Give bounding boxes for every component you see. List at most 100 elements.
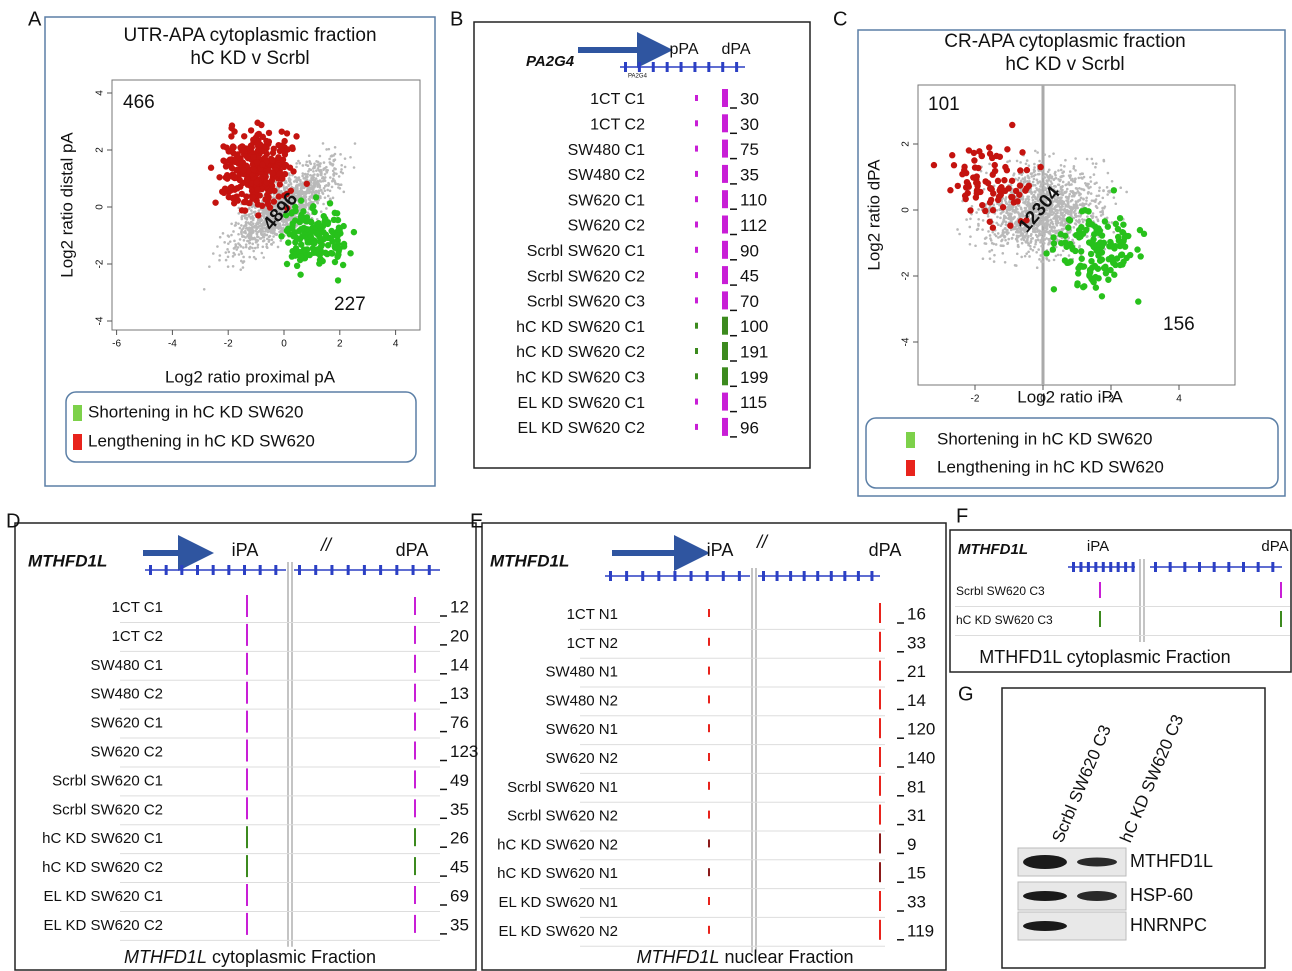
scatter-dot: [1058, 231, 1064, 237]
scatter-dot: [975, 189, 981, 195]
scale-value: 33: [907, 633, 926, 652]
scatter-dot: [289, 222, 295, 228]
scatter-dot: [1066, 188, 1069, 191]
exon: [638, 62, 641, 72]
scatter-dot: [1028, 255, 1031, 258]
scatter-dot: [985, 172, 988, 175]
scatter-dot: [1051, 286, 1057, 292]
scale-value: 14: [450, 655, 469, 674]
scatter-dot: [1043, 242, 1046, 245]
scatter-dot: [1086, 158, 1089, 161]
scale-value: 21: [907, 662, 926, 681]
scatter-dot: [224, 175, 230, 181]
scatter-dot: [1065, 196, 1068, 199]
exon: [330, 565, 333, 575]
scatter-dot: [259, 148, 265, 154]
scale-value: 199: [740, 368, 768, 387]
scatter-dot: [254, 187, 260, 193]
scatter-dot: [1032, 181, 1035, 184]
scatter-dot: [985, 180, 991, 186]
legend-label: Lengthening in hC KD SW620: [937, 457, 1164, 476]
scatter-dot: [308, 160, 311, 163]
scatter-dot: [212, 252, 215, 255]
scatter-dot: [344, 166, 347, 169]
scatter-dot: [1095, 182, 1098, 185]
coverage-peak: [414, 857, 416, 875]
scatter-dot: [302, 185, 305, 188]
scatter-dot: [317, 257, 323, 263]
scatter-dot: [279, 239, 282, 242]
scatter-dot: [1117, 215, 1123, 221]
scatter-dot: [981, 228, 984, 231]
scatter-dot: [1034, 243, 1037, 246]
scatter-dot: [990, 225, 996, 231]
exon: [624, 62, 627, 72]
y-tick-label: -2: [901, 271, 912, 280]
scatter-dot: [208, 165, 214, 171]
scatter-dot: [282, 227, 285, 230]
scatter-dot: [229, 240, 232, 243]
scatter-dot: [240, 245, 243, 248]
scatter-dot: [1063, 165, 1066, 168]
sample-label: Scrbl SW620 C3: [956, 584, 1045, 598]
exon: [762, 571, 765, 581]
panel-letter: A: [28, 8, 42, 30]
sample-label: hC KD SW620 C2: [516, 344, 645, 361]
scatter-dot: [1076, 187, 1079, 190]
scatter-dot: [335, 232, 341, 238]
scatter-dot: [1071, 195, 1074, 198]
scatter-dot: [331, 186, 334, 189]
coverage-peak: [879, 689, 881, 709]
coverage-peak: [708, 724, 710, 732]
scatter-dot: [1098, 186, 1101, 189]
scatter-dot: [1054, 174, 1057, 177]
scatter-dot: [257, 209, 260, 212]
scatter-dot: [289, 253, 295, 259]
scatter-dot: [340, 223, 346, 229]
scatter-dot: [1050, 213, 1053, 216]
scatter-dot: [315, 181, 318, 184]
coverage-peak: [708, 638, 710, 646]
exon: [652, 62, 655, 72]
scatter-dot: [239, 238, 242, 241]
scatter-dot: [959, 171, 965, 177]
y-axis-label: Log2 ratio dPA: [864, 159, 883, 271]
scatter-dot: [245, 243, 248, 246]
scatter-dot: [979, 202, 985, 208]
scatter-dot: [1137, 227, 1143, 233]
exon: [363, 565, 366, 575]
scale-value: 35: [450, 915, 469, 934]
scatter-dot: [982, 257, 985, 260]
scatter-dot: [1028, 198, 1031, 201]
coverage-peak: [722, 140, 728, 158]
scatter-dot: [969, 217, 972, 220]
scatter-dot: [310, 169, 313, 172]
scatter-dot: [1009, 212, 1012, 215]
scatter-dot: [999, 217, 1002, 220]
coverage-peak: [414, 655, 416, 673]
scatter-dot: [1051, 240, 1057, 246]
scatter-dot: [241, 147, 247, 153]
scatter-dot: [319, 184, 322, 187]
coverage-peak: [1099, 611, 1101, 627]
scatter-dot: [1074, 169, 1077, 172]
scatter-dot: [962, 193, 968, 199]
scatter-dot: [302, 177, 305, 180]
scatter-dot: [1013, 216, 1016, 219]
scatter-dot: [261, 245, 264, 248]
exon: [830, 571, 833, 581]
scatter-dot: [298, 215, 304, 221]
exon: [1271, 562, 1274, 572]
count-lengthening: 101: [928, 94, 960, 115]
scatter-dot: [1050, 177, 1053, 180]
coverage-peak: [246, 768, 248, 790]
legend-label: Shortening in hC KD SW620: [937, 429, 1152, 448]
scatter-dot: [242, 246, 245, 249]
scatter-dot: [318, 192, 321, 195]
exon: [722, 571, 725, 581]
scatter-dot: [245, 223, 248, 226]
scatter-dot: [1083, 219, 1086, 222]
legend-swatch: [906, 432, 915, 448]
scatter-dot: [1017, 167, 1023, 173]
scatter-dot: [306, 175, 309, 178]
